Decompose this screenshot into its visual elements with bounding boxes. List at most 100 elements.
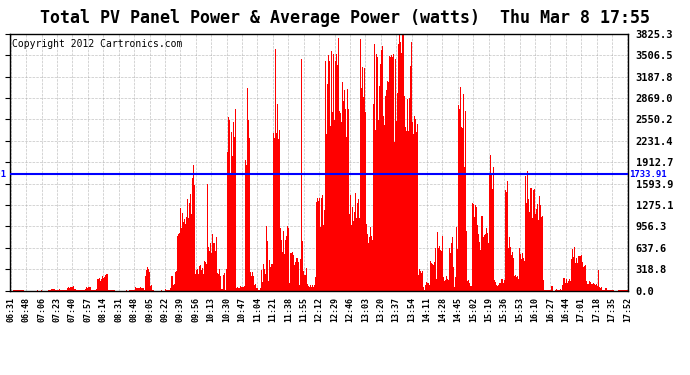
Bar xyxy=(413,116,415,291)
Bar xyxy=(589,281,590,291)
Bar xyxy=(304,275,305,291)
Bar xyxy=(354,212,355,291)
Bar xyxy=(238,288,239,291)
Bar xyxy=(91,290,92,291)
Bar xyxy=(299,285,300,291)
Bar xyxy=(454,287,455,291)
Bar xyxy=(394,142,395,291)
Bar xyxy=(356,217,357,291)
Bar xyxy=(166,290,167,291)
Bar xyxy=(511,255,512,291)
Bar xyxy=(508,248,509,291)
Bar xyxy=(439,246,440,291)
Bar xyxy=(197,270,199,291)
Bar xyxy=(221,289,222,291)
Bar xyxy=(509,237,510,291)
Bar xyxy=(311,287,312,291)
Bar xyxy=(408,130,409,291)
Bar xyxy=(261,270,262,291)
Bar xyxy=(211,254,212,291)
Bar xyxy=(345,109,346,291)
Bar xyxy=(93,290,94,291)
Bar xyxy=(223,275,224,291)
Bar xyxy=(200,265,201,291)
Bar xyxy=(474,217,475,291)
Bar xyxy=(416,132,417,291)
Bar xyxy=(273,133,274,291)
Bar xyxy=(168,290,169,291)
Bar xyxy=(491,175,492,291)
Bar xyxy=(300,260,301,291)
Bar xyxy=(365,112,366,291)
Bar xyxy=(81,290,82,291)
Bar xyxy=(253,276,255,291)
Bar xyxy=(137,288,138,291)
Bar xyxy=(190,194,191,291)
Bar xyxy=(246,165,247,291)
Bar xyxy=(425,285,426,291)
Bar xyxy=(361,76,362,291)
Bar xyxy=(339,111,340,291)
Bar xyxy=(324,108,326,291)
Bar xyxy=(580,256,581,291)
Bar xyxy=(146,270,147,291)
Bar xyxy=(515,275,516,291)
Bar xyxy=(519,248,520,291)
Bar xyxy=(87,288,88,291)
Bar xyxy=(113,290,114,291)
Bar xyxy=(139,288,140,291)
Bar xyxy=(297,253,298,291)
Bar xyxy=(114,290,115,291)
Bar xyxy=(306,285,308,291)
Bar xyxy=(83,290,84,291)
Bar xyxy=(471,286,472,291)
Bar xyxy=(95,290,96,291)
Bar xyxy=(85,290,86,291)
Bar xyxy=(607,290,608,291)
Bar xyxy=(268,260,270,291)
Bar xyxy=(559,290,560,291)
Bar xyxy=(468,280,469,291)
Bar xyxy=(330,126,331,291)
Bar xyxy=(498,285,499,291)
Bar xyxy=(469,283,471,291)
Bar xyxy=(367,234,368,291)
Bar xyxy=(418,275,419,291)
Bar xyxy=(267,241,268,291)
Bar xyxy=(456,228,457,291)
Bar xyxy=(612,290,613,291)
Bar xyxy=(528,199,529,291)
Bar xyxy=(410,66,411,291)
Bar xyxy=(98,279,99,291)
Bar xyxy=(61,290,63,291)
Bar xyxy=(531,183,533,291)
Bar xyxy=(283,231,284,291)
Bar xyxy=(170,288,172,291)
Bar xyxy=(213,243,214,291)
Bar xyxy=(487,233,489,291)
Bar xyxy=(402,34,403,291)
Bar xyxy=(587,284,589,291)
Bar xyxy=(610,290,611,291)
Bar xyxy=(60,290,61,291)
Bar xyxy=(226,270,227,291)
Bar xyxy=(312,285,313,291)
Bar xyxy=(493,167,494,291)
Bar xyxy=(507,181,508,291)
Bar xyxy=(328,56,329,291)
Bar xyxy=(539,196,540,291)
Bar xyxy=(215,237,217,291)
Bar xyxy=(75,289,76,291)
Bar xyxy=(177,236,178,291)
Bar xyxy=(303,271,304,291)
Bar xyxy=(208,248,209,291)
Bar xyxy=(518,279,519,291)
Bar xyxy=(565,283,566,291)
Bar xyxy=(287,226,288,291)
Bar xyxy=(406,130,407,291)
Bar xyxy=(351,207,353,291)
Bar xyxy=(147,267,148,291)
Bar xyxy=(259,288,261,291)
Bar xyxy=(78,290,79,291)
Bar xyxy=(353,221,354,291)
